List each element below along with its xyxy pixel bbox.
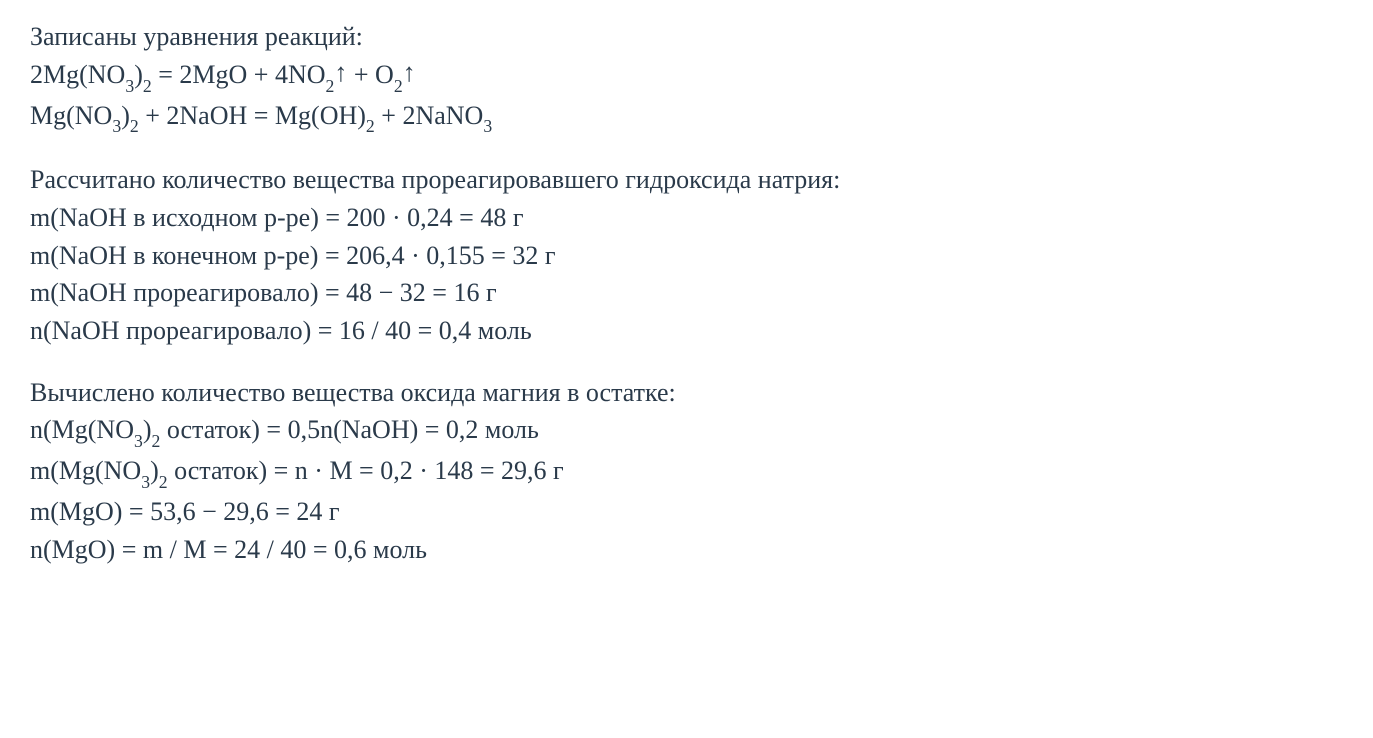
mgo-l2-c: остаток) = n · M = 0,2 · 148 = 29,6 г [168,456,564,485]
mgo-l1-c: остаток) = 0,5n(NaOH) = 0,2 моль [160,415,539,444]
eq2-lhs-sub1: 3 [112,116,121,136]
mgo-l2-a: m(Mg(NO [30,456,141,485]
heading-mgo: Вычислено количество вещества оксида маг… [30,374,1343,412]
eq1-rhs-species3-sub: 2 [394,76,403,96]
eq2-rhs-coef2: 2 [402,101,415,130]
eq1-rhs-species2-a: NO [288,60,326,89]
naoh-line-3: m(NaOH прореагировало) = 48 − 32 = 16 г [30,274,1343,312]
eq1-lhs-species1-a: Mg(NO [43,60,125,89]
mgo-l2-sub1: 3 [141,472,150,492]
eq2-rhs-species2-a: NaNO [415,101,483,130]
eq1-lhs-sub1: 3 [125,76,134,96]
mgo-l1-sub2: 2 [152,431,161,451]
mgo-l1-b: ) [143,415,152,444]
eq2-lhs-species2: NaOH [179,101,247,130]
mgo-line-1: n(Mg(NO3)2 остаток) = 0,5n(NaOH) = 0,2 м… [30,411,1343,452]
mgo-line-2: m(Mg(NO3)2 остаток) = n · M = 0,2 · 148 … [30,452,1343,493]
eq2-plus1: + [139,101,167,130]
eq2-lhs-species1-a: Mg(NO [30,101,112,130]
equation-1: 2Mg(NO3)2 = 2MgO + 4NO2↑ + O2↑ [30,56,1343,97]
eq1-plus2: + [347,60,375,89]
section-mgo-calc: Вычислено количество вещества оксида маг… [30,374,1343,569]
heading-equations: Записаны уравнения реакций: [30,18,1343,56]
eq2-lhs-sub2: 2 [130,116,139,136]
naoh-line-4: n(NaOH прореагировало) = 16 / 40 = 0,4 м… [30,312,1343,350]
eq2-plus2: + [375,101,403,130]
mgo-line-3: m(MgO) = 53,6 − 29,6 = 24 г [30,493,1343,531]
naoh-line-2: m(NaOH в конечном р-ре) = 206,4 · 0,155 … [30,237,1343,275]
mgo-l2-b: ) [150,456,159,485]
section-equations: Записаны уравнения реакций: 2Mg(NO3)2 = … [30,18,1343,137]
gas-arrow-icon: ↑ [334,54,347,92]
eq1-rhs-species3-a: O [375,60,394,89]
eq2-rhs-species1-a: Mg(OH) [275,101,366,130]
eq2-rhs-species2-sub: 3 [483,116,492,136]
eq1-rhs-species1: MgO [192,60,247,89]
eq1-plus1: + [247,60,275,89]
mgo-l1-a: n(Mg(NO [30,415,134,444]
eq1-lhs-sub2: 2 [143,76,152,96]
eq1-rhs-coef2: 4 [275,60,288,89]
eq1-lhs-coef1: 2 [30,60,43,89]
eq2-lhs-coef2: 2 [166,101,179,130]
mgo-l2-sub2: 2 [159,472,168,492]
eq2-equals: = [247,101,275,130]
mgo-line-4: n(MgO) = m / M = 24 / 40 = 0,6 моль [30,531,1343,569]
section-naoh-calc: Рассчитано количество вещества прореагир… [30,161,1343,349]
page: Записаны уравнения реакций: 2Mg(NO3)2 = … [0,0,1373,569]
heading-naoh: Рассчитано количество вещества прореагир… [30,161,1343,199]
eq2-lhs-species1-b: ) [121,101,130,130]
eq2-rhs-species1-sub: 2 [366,116,375,136]
mgo-l1-sub1: 3 [134,431,143,451]
eq1-equals: = [152,60,180,89]
equation-2: Mg(NO3)2 + 2NaOH = Mg(OH)2 + 2NaNO3 [30,97,1343,138]
eq1-lhs-species1-b: ) [134,60,143,89]
gas-arrow-icon: ↑ [403,54,416,92]
eq1-rhs-coef1: 2 [179,60,192,89]
eq1-rhs-species2-sub: 2 [326,76,335,96]
naoh-line-1: m(NaOH в исходном р-ре) = 200 · 0,24 = 4… [30,199,1343,237]
